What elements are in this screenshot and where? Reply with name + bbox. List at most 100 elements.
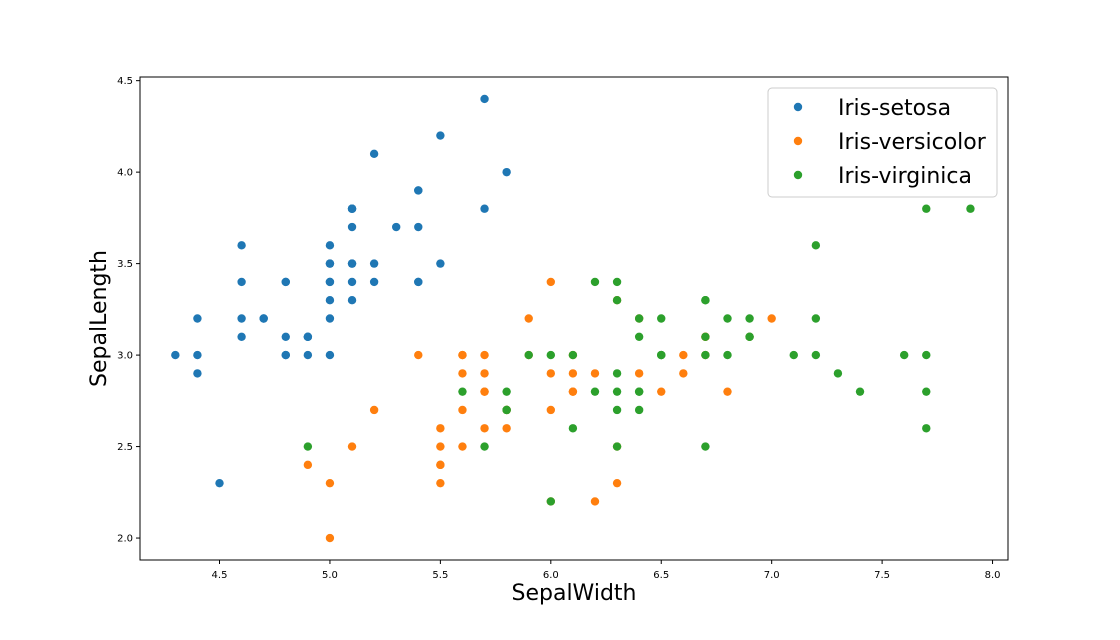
x-tick-label: 6.5 [653,570,669,581]
data-point [612,296,622,305]
data-point [634,332,644,341]
data-point [546,497,556,506]
data-point [966,204,975,213]
data-point [171,350,180,360]
data-point [325,478,335,488]
data-point [458,387,467,396]
data-point [568,350,578,360]
data-point [414,350,423,360]
data-point [524,350,533,360]
data-point [524,314,533,323]
data-point [480,350,489,360]
data-point [502,387,511,396]
data-point [436,424,445,433]
data-point [811,241,821,250]
data-point [590,369,600,378]
data-point [634,405,644,415]
data-point [701,296,710,305]
data-point [281,277,290,287]
data-point [811,350,821,360]
legend-marker [793,136,803,146]
data-point [701,442,710,451]
data-point [568,387,578,396]
y-tick-label: 4.5 [117,76,133,87]
y-axis-label: SepalLength [87,250,112,387]
data-point [347,277,357,287]
y-tick-label: 2.0 [117,534,133,545]
y-tick-label: 4.0 [117,168,133,179]
data-point [745,332,754,341]
x-axis: 4.5 5.0 5.5 6.0 6.5 7.0 7.5 8.0 [212,560,1001,581]
series-iris-setosa [171,94,511,488]
data-point [657,387,666,396]
data-point [436,442,445,451]
data-point [458,369,467,378]
data-point [480,387,489,396]
data-point [193,369,202,378]
data-point [303,350,313,360]
data-point [634,369,644,378]
data-point [590,497,600,506]
data-point [193,350,202,360]
data-point [458,442,467,451]
y-tick-label: 3.5 [117,259,133,270]
data-point [436,460,445,470]
data-point [679,350,688,360]
data-point [612,277,622,287]
data-point [436,478,445,488]
data-point [480,204,489,213]
data-point [414,222,423,232]
data-point [347,204,357,213]
data-point [922,204,931,213]
x-tick-label: 7.0 [764,570,780,581]
data-point [612,442,622,451]
data-point [369,277,379,287]
data-point [546,350,556,360]
data-point [325,314,335,323]
data-point [701,332,710,341]
data-point [281,332,290,341]
data-point [325,259,335,268]
data-point [546,405,556,415]
data-point [480,94,489,104]
data-point [546,369,556,378]
legend-marker [793,102,803,112]
x-tick-label: 4.5 [212,570,228,581]
x-tick-label: 5.5 [432,570,448,581]
plot-frame [139,76,1009,561]
data-point [237,277,246,287]
data-point [369,405,379,415]
data-point [237,241,246,250]
y-tick-label: 3.0 [117,351,133,362]
data-point [701,350,710,360]
data-point [833,369,843,378]
data-point [922,387,931,396]
data-point [590,277,600,287]
series-iris-virginica [303,204,975,506]
data-point [414,186,423,195]
data-point [502,424,511,433]
data-point [657,314,666,323]
data-point [590,387,600,396]
data-point [634,314,644,323]
data-point [259,314,268,323]
data-point [612,387,622,396]
data-point [723,314,732,323]
data-point [369,259,379,268]
data-point [745,314,754,323]
data-point [679,369,688,378]
legend-label: Iris-setosa [838,96,951,121]
data-point [612,405,622,415]
data-point [789,350,798,360]
data-point [414,277,423,287]
data-point [612,369,622,378]
x-tick-label: 8.0 [985,570,1001,581]
legend-label: Iris-versicolor [838,130,987,155]
data-point [723,350,732,360]
data-point [303,460,313,470]
y-axis: 2.0 2.5 3.0 3.5 4.0 4.5 [117,76,140,545]
data-point [436,259,445,268]
x-axis-label: SepalWidth [512,581,637,606]
data-point [767,314,776,323]
